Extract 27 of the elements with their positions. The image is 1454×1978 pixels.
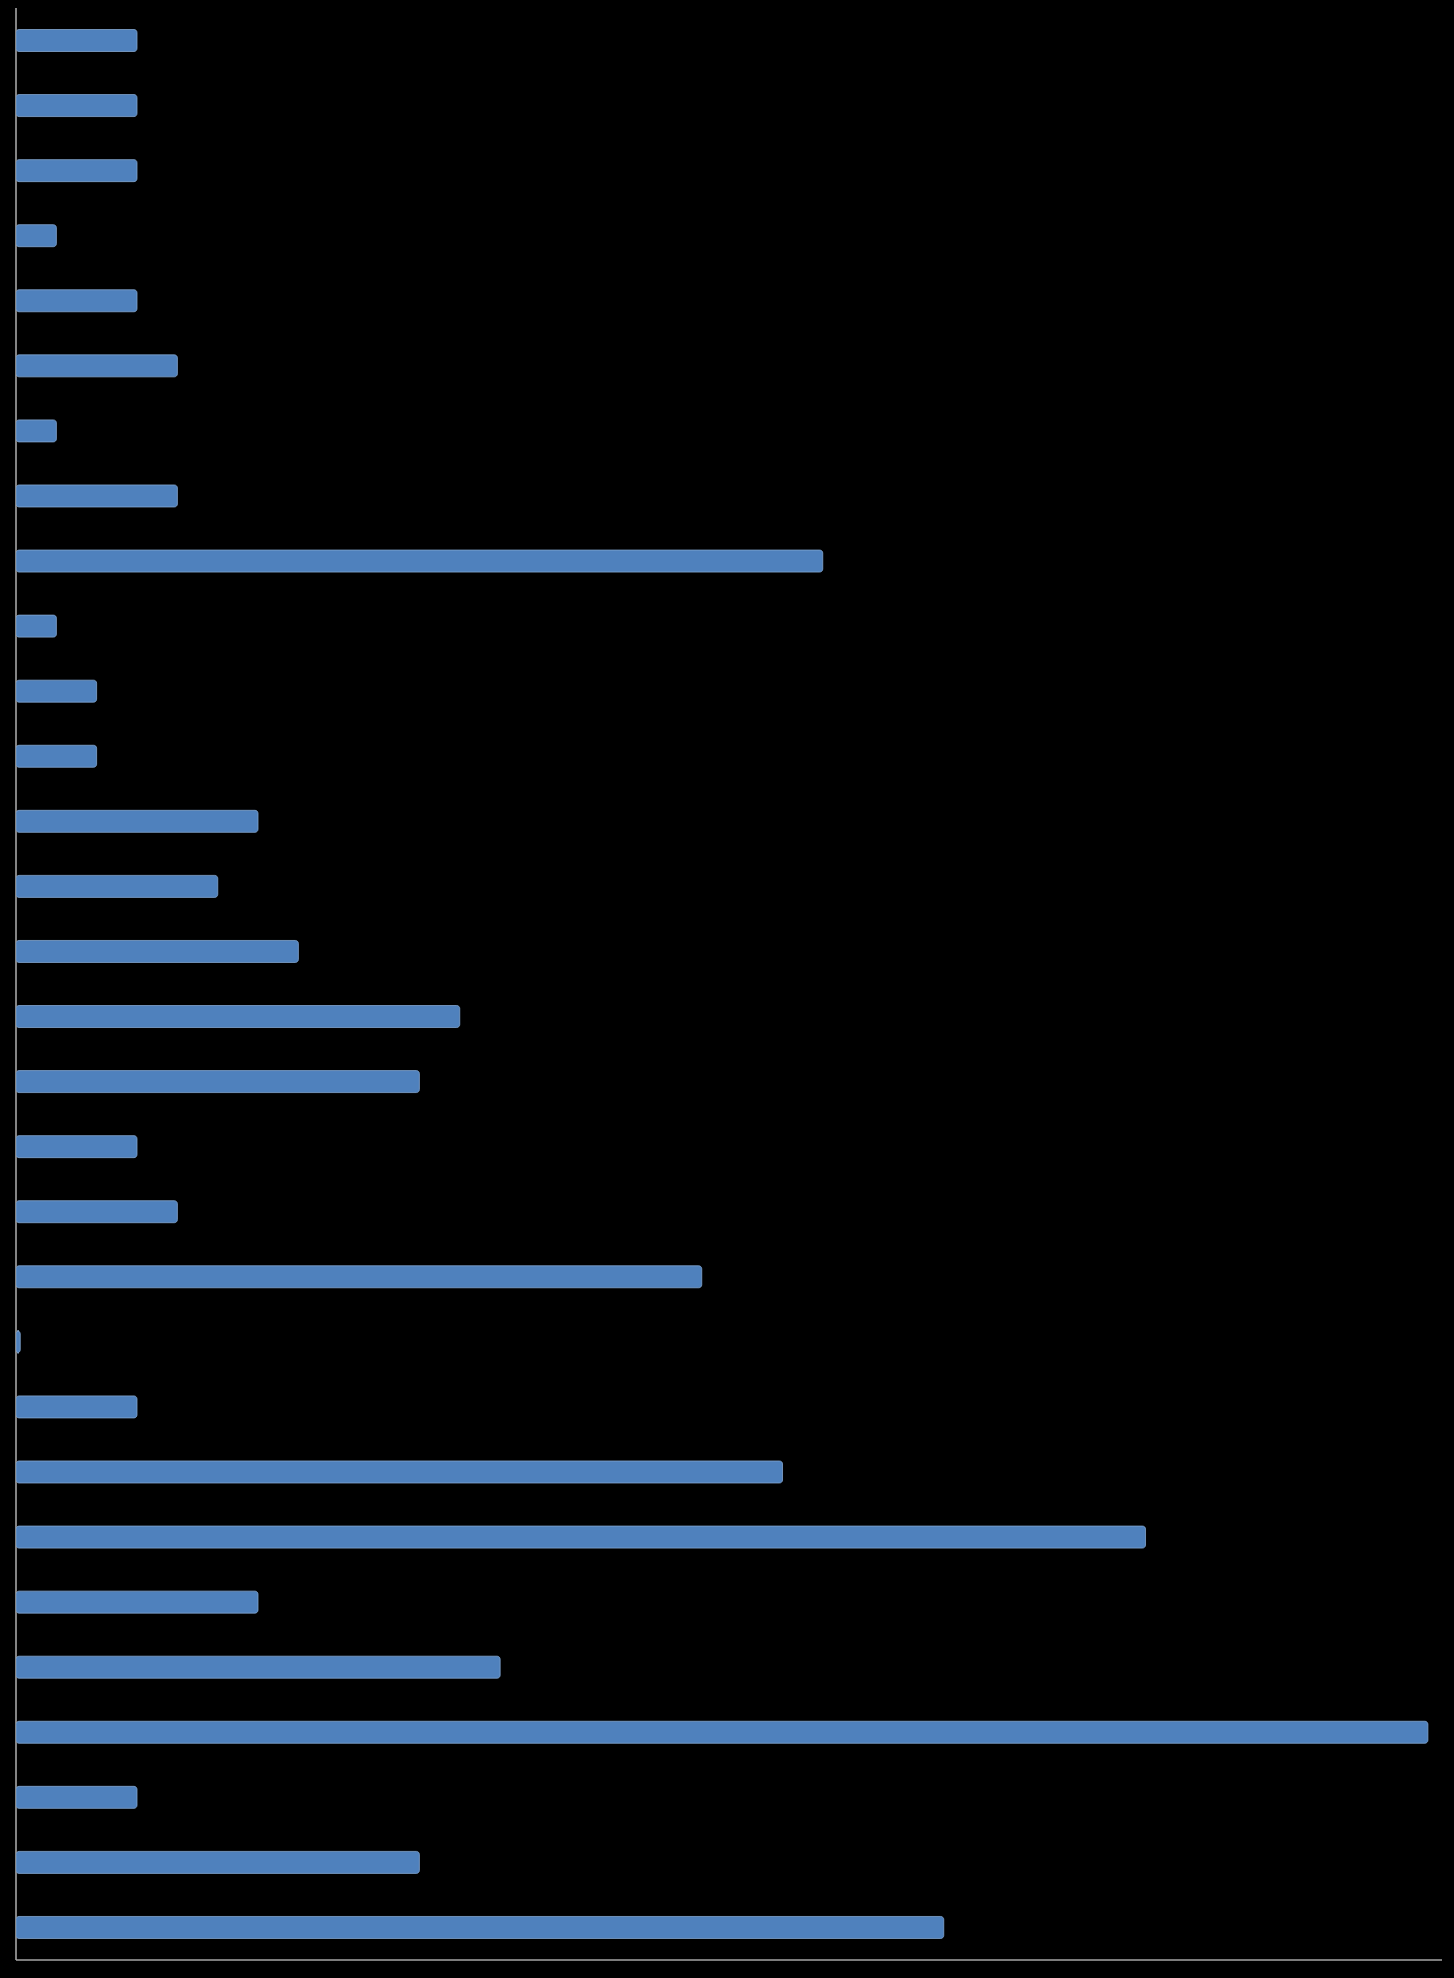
bar (16, 1590, 259, 1614)
bar (16, 1460, 783, 1484)
bar (16, 549, 824, 573)
bar (16, 1070, 420, 1093)
bar (16, 940, 299, 963)
bar (16, 1851, 420, 1874)
bar (16, 1525, 1146, 1549)
bar (16, 744, 98, 768)
bar (16, 1395, 138, 1419)
bar (16, 484, 178, 508)
bar (16, 1785, 138, 1809)
bar (16, 1200, 178, 1224)
bar (16, 94, 138, 117)
bar (16, 874, 219, 898)
bar (16, 679, 98, 703)
bar (16, 1265, 703, 1289)
bar (16, 289, 138, 313)
bar (16, 354, 178, 378)
bar (16, 809, 259, 833)
bar (16, 1655, 501, 1679)
bar (16, 1135, 138, 1159)
bar (16, 1916, 945, 1939)
bar (16, 29, 138, 52)
bar (16, 224, 57, 248)
bar (16, 159, 138, 183)
bar (16, 1005, 461, 1028)
bar (16, 1720, 1429, 1744)
